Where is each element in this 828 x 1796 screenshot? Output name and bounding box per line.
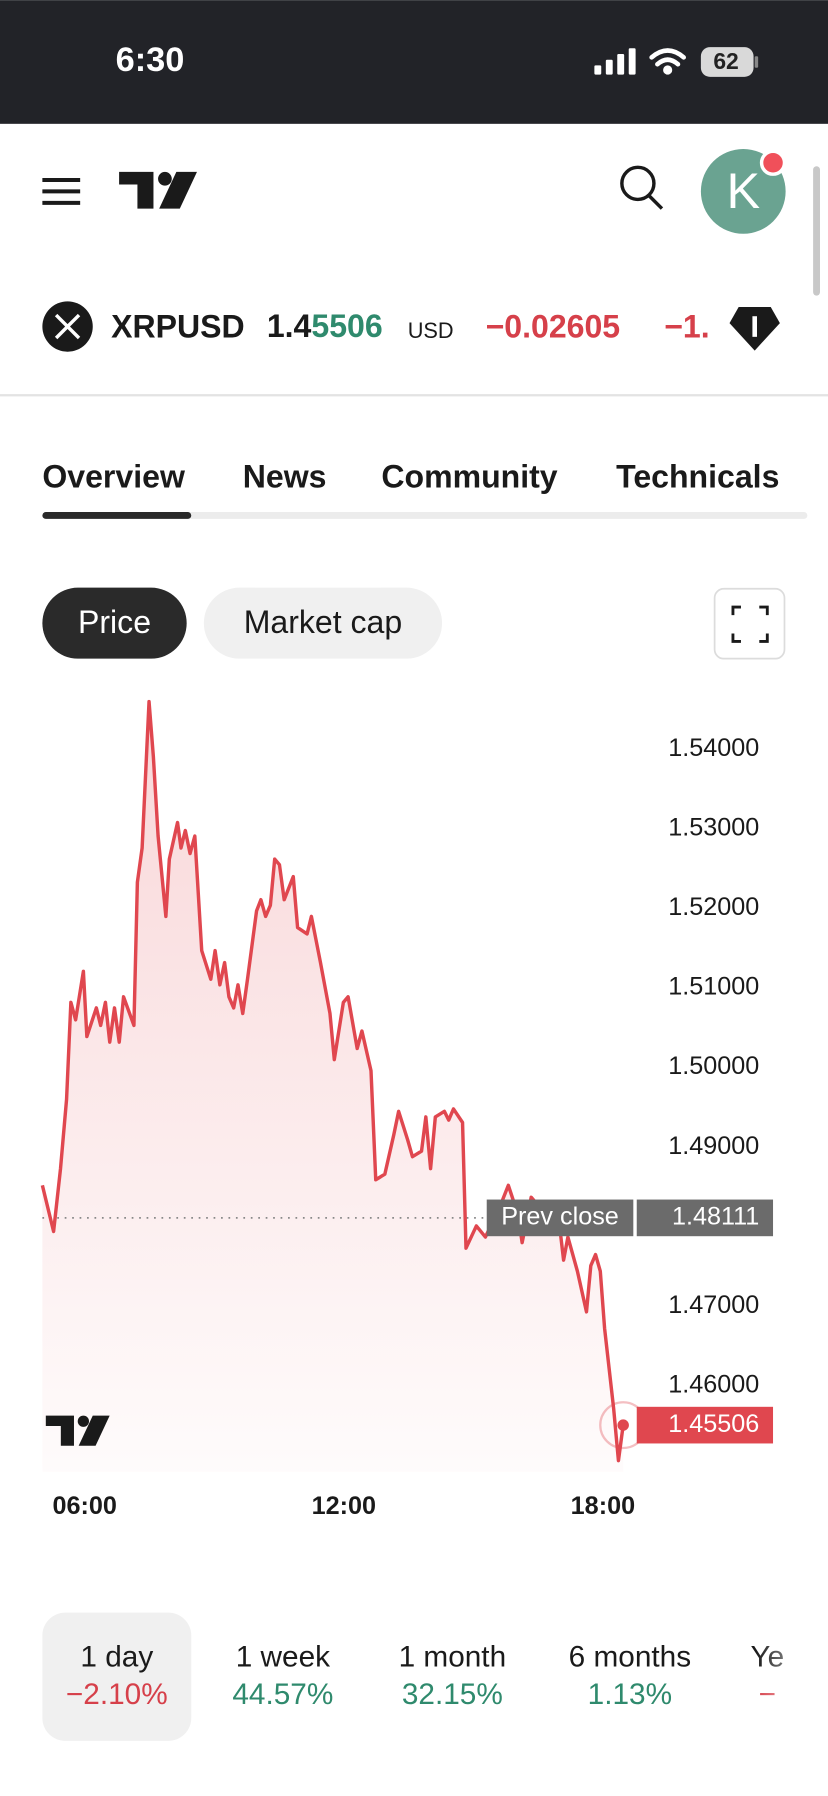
- prev-close-value-box: [636, 1199, 774, 1237]
- period-change[interactable]: 44.57%: [232, 1678, 333, 1711]
- clock: 6:30: [116, 41, 185, 79]
- tab[interactable]: Technicals: [616, 458, 779, 494]
- battery-level: 62: [713, 48, 738, 74]
- currency: USD: [408, 318, 454, 343]
- tab[interactable]: Overview: [42, 458, 185, 494]
- x-tick-label: 06:00: [52, 1492, 116, 1520]
- price: 1.45506: [267, 308, 383, 344]
- y-tick-label: 1.51000: [668, 973, 759, 1001]
- wifi-icon: [649, 48, 686, 75]
- price-toggle[interactable]: [42, 587, 187, 659]
- battery-cap: [754, 56, 759, 68]
- x-tick-label: 12:00: [312, 1492, 376, 1520]
- period-selected-bg: [42, 1612, 192, 1741]
- tab-track: [42, 512, 808, 519]
- last-price-dot: [617, 1419, 629, 1431]
- y-tick-label: 1.47000: [668, 1291, 759, 1319]
- prev-close-value: 1.48111: [672, 1203, 759, 1231]
- menu-button[interactable]: [42, 177, 81, 205]
- x-tick-label: 18:00: [571, 1492, 635, 1520]
- price-chart: 1.54000 1.53000 1.52000 1.51000 1.50000 1.490…: [40, 699, 774, 1520]
- alert-glyph: [752, 316, 757, 337]
- y-tick-label: 1.49000: [668, 1132, 759, 1160]
- last-price-box: [636, 1406, 774, 1444]
- price-base: 1.4: [267, 308, 312, 344]
- signal-icon: [594, 48, 636, 75]
- period-label[interactable]: 1 month: [399, 1640, 507, 1673]
- prev-close-box: [486, 1199, 634, 1237]
- status-bar: [0, 0, 828, 124]
- period-change[interactable]: 32.15%: [402, 1678, 503, 1711]
- period-label[interactable]: 1 week: [236, 1640, 330, 1673]
- period-change[interactable]: 1.13%: [588, 1678, 672, 1711]
- last-price-label: 1.45506: [668, 1410, 759, 1438]
- price-area: [42, 701, 624, 1472]
- period-change[interactable]: −2.10%: [66, 1678, 168, 1711]
- scrollbar: [813, 166, 820, 296]
- y-tick-label: 1.54000: [668, 734, 759, 762]
- symbol: XRPUSD: [111, 308, 245, 344]
- y-tick-label: 1.46000: [668, 1370, 759, 1398]
- tab[interactable]: News: [243, 458, 327, 494]
- avatar-letter: K: [726, 162, 760, 219]
- prev-close-label: Prev close: [501, 1203, 619, 1231]
- tab-indicator: [42, 512, 192, 519]
- coin-mark: [54, 313, 81, 340]
- toggle-label: Price: [78, 604, 151, 640]
- period-label[interactable]: 1 day: [80, 1640, 153, 1673]
- change: −0.02605: [486, 308, 621, 344]
- change-pct: −1.: [664, 308, 709, 344]
- toggle-label: Market cap: [244, 604, 403, 640]
- search-button[interactable]: [620, 165, 664, 210]
- period-label[interactable]: 6 months: [569, 1640, 691, 1673]
- y-tick-label: 1.53000: [668, 814, 759, 842]
- fullscreen-icon: [731, 605, 769, 643]
- y-tick-label: 1.52000: [668, 893, 759, 921]
- y-tick-label: 1.50000: [668, 1052, 759, 1080]
- battery-icon: [700, 47, 754, 77]
- logo[interactable]: [119, 171, 197, 209]
- market-cap-toggle[interactable]: [203, 587, 443, 659]
- notification-dot: [759, 149, 787, 176]
- tab[interactable]: Community: [381, 458, 557, 494]
- price-changed: 5506: [311, 308, 382, 344]
- overflow-fade: [755, 1603, 828, 1753]
- fullscreen-button[interactable]: [713, 587, 786, 660]
